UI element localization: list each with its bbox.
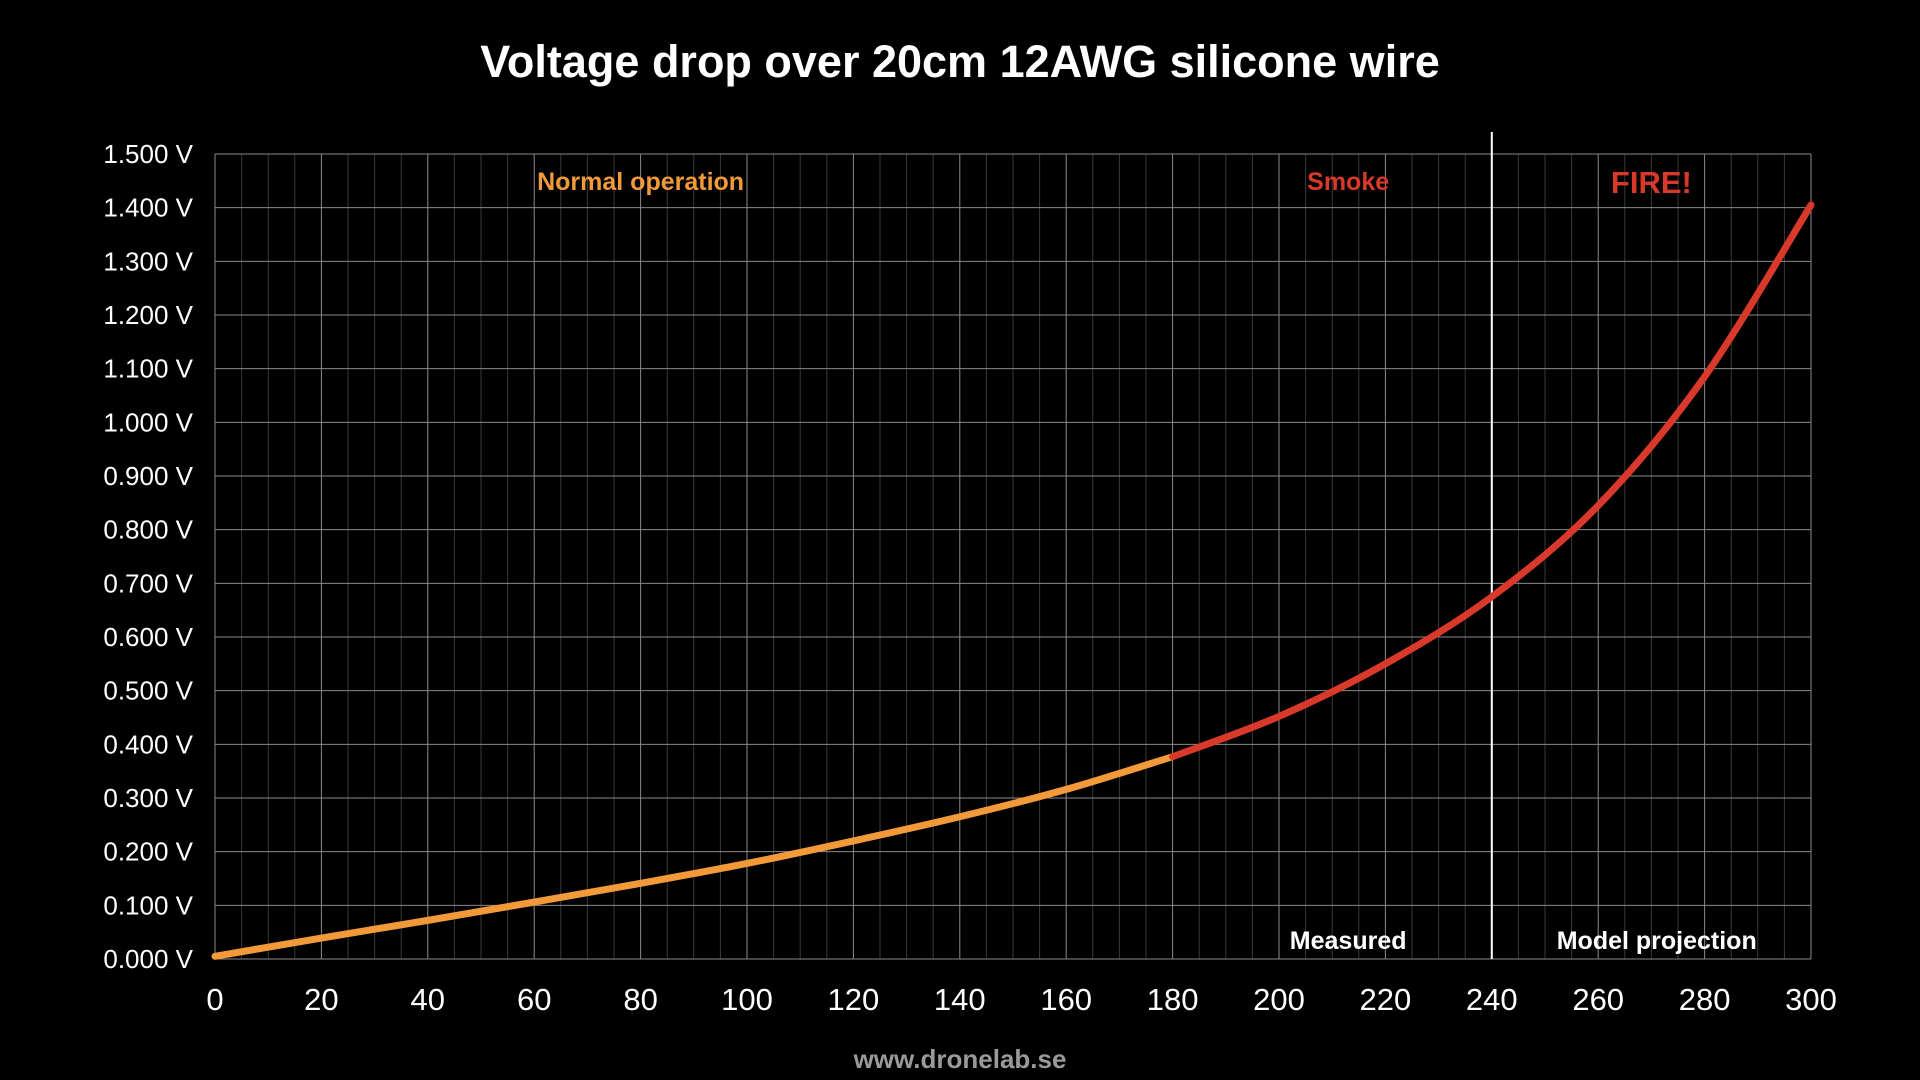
x-tick-labels: 0 20 40 60 80 100 120 140 160 180 200 220 240 260 280 3… <box>206 982 1836 1017</box>
x-tick-label: 260 <box>1572 982 1624 1017</box>
region-label: Model projection <box>1557 927 1757 955</box>
x-tick-label: 200 <box>1253 982 1305 1017</box>
y-tick-label: 1.500 V <box>103 139 193 169</box>
x-tick-label: 140 <box>934 982 986 1017</box>
y-tick-label: 0.900 V <box>103 461 193 491</box>
footer-url: www.dronelab.se <box>853 1044 1067 1074</box>
series-line-1 <box>211 753 1177 960</box>
series-group <box>211 201 1815 960</box>
minor-grid <box>241 154 1785 959</box>
y-tick-labels: 0.000 V 0.100 V 0.200 V 0.300 V 0.400 V 0.500… <box>103 139 193 974</box>
x-tick-label: 280 <box>1679 982 1731 1017</box>
y-tick-label: 0.300 V <box>103 783 193 813</box>
x-tick-label: 0 <box>206 982 223 1017</box>
y-tick-label: 0.600 V <box>103 622 193 652</box>
y-tick-label: 1.100 V <box>103 354 193 384</box>
y-tick-label: 1.300 V <box>103 246 193 276</box>
x-tick-label: 240 <box>1466 982 1518 1017</box>
y-tick-label: 0.400 V <box>103 729 193 759</box>
x-tick-label: 100 <box>721 982 773 1017</box>
y-tick-label: 0.500 V <box>103 676 193 706</box>
region-label: Smoke <box>1307 168 1389 196</box>
x-tick-label: 40 <box>411 982 445 1017</box>
region-label: FIRE! <box>1611 165 1692 200</box>
series-line-2 <box>1169 201 1815 761</box>
x-tick-label: 160 <box>1040 982 1092 1017</box>
region-labels: Normal operation Smoke FIRE! Measured Model … <box>537 165 1757 955</box>
y-tick-label: 0.800 V <box>103 515 193 545</box>
y-tick-label: 0.200 V <box>103 837 193 867</box>
y-tick-label: 0.700 V <box>103 568 193 598</box>
x-tick-label: 300 <box>1785 982 1837 1017</box>
x-tick-label: 80 <box>623 982 657 1017</box>
region-label: Normal operation <box>537 168 744 196</box>
x-tick-label: 220 <box>1360 982 1412 1017</box>
region-label: Measured <box>1290 927 1407 955</box>
x-tick-label: 120 <box>828 982 880 1017</box>
x-tick-label: 20 <box>304 982 338 1017</box>
y-tick-label: 1.000 V <box>103 407 193 437</box>
x-tick-label: 180 <box>1147 982 1199 1017</box>
y-tick-label: 0.000 V <box>103 944 193 974</box>
y-tick-label: 1.400 V <box>103 193 193 223</box>
x-tick-label: 60 <box>517 982 551 1017</box>
y-tick-label: 0.100 V <box>103 890 193 920</box>
y-tick-label: 1.200 V <box>103 300 193 330</box>
chart-title: Voltage drop over 20cm 12AWG silicone wi… <box>480 36 1440 87</box>
